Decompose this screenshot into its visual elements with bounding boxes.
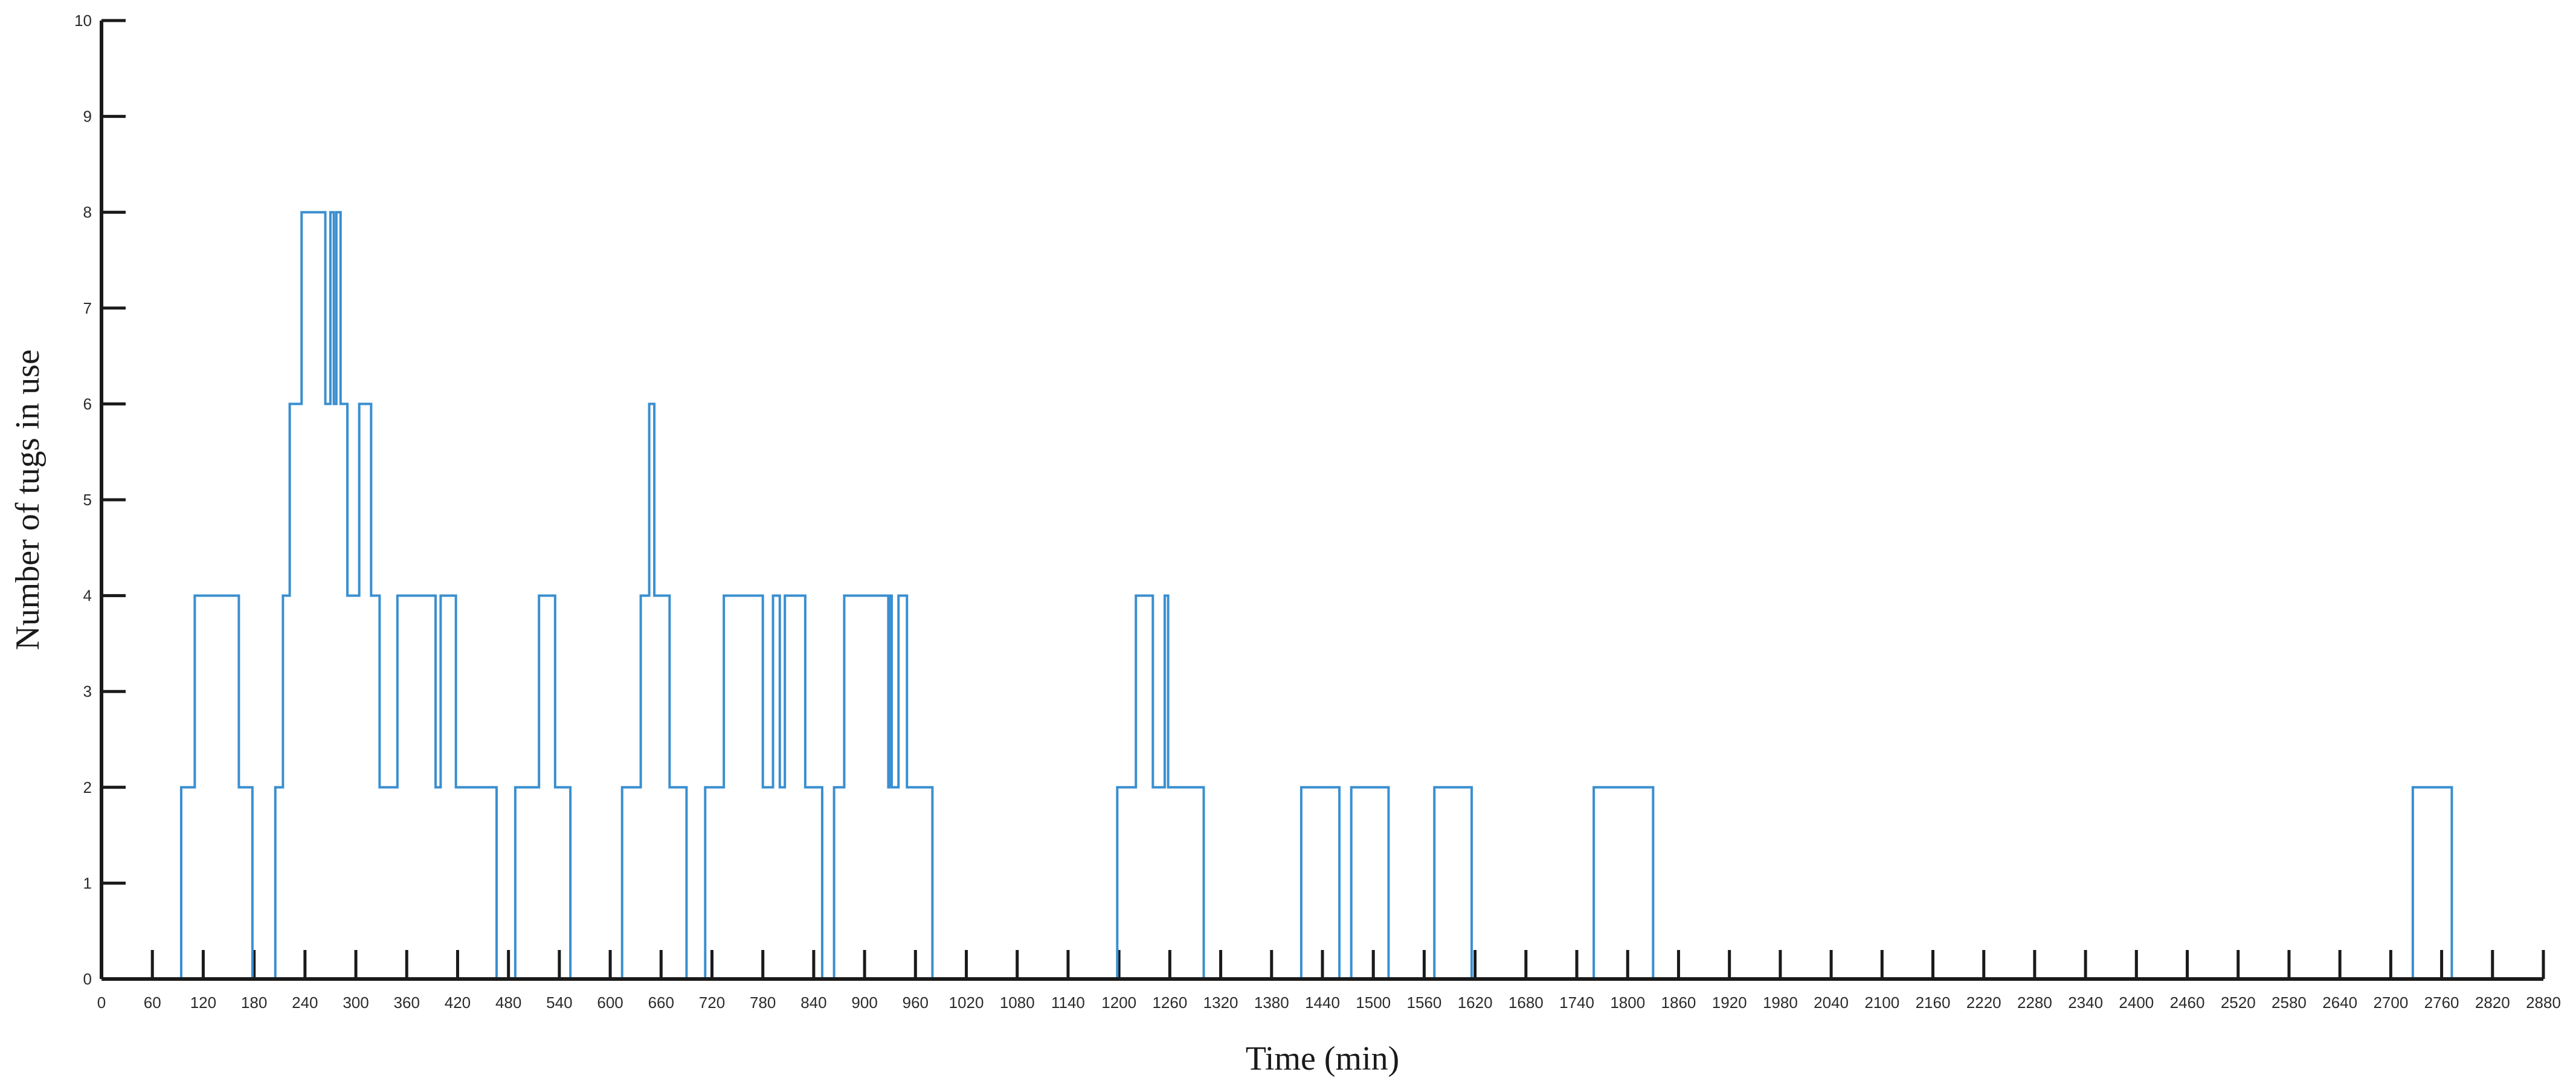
x-tick-label: 2520 (2221, 993, 2256, 1012)
x-tick-label: 1680 (1509, 993, 1544, 1012)
series-line-1 (101, 211, 2543, 980)
x-tick-labels: 0 60 120 180 240 300 360 420 480 540 600 660 720 780 8… (97, 993, 2561, 1012)
x-tick-label: 420 (445, 993, 471, 1012)
y-axis-title: Number of tugs in use (9, 349, 47, 650)
x-tick-label: 1800 (1610, 993, 1645, 1012)
x-tick-label: 1560 (1406, 993, 1441, 1012)
x-tick-label: 1140 (1051, 993, 1085, 1012)
x-tick-label: 2460 (2170, 993, 2205, 1012)
x-tick-label: 2700 (2373, 993, 2408, 1012)
x-tick-label: 2100 (1864, 993, 1899, 1012)
x-tick-label: 2040 (1814, 993, 1849, 1012)
x-tick-label: 2400 (2119, 993, 2154, 1012)
x-tick-label: 360 (394, 993, 420, 1012)
y-tick-label: 6 (83, 395, 92, 413)
x-tick-label: 1440 (1305, 993, 1340, 1012)
x-tick-label: 2220 (1966, 993, 2001, 1012)
x-tick-label: 300 (343, 993, 369, 1012)
y-tick-label: 8 (83, 203, 92, 221)
x-tick-label: 2280 (2017, 993, 2052, 1012)
x-tick-label: 2160 (1916, 993, 1951, 1012)
y-tick-label: 9 (83, 108, 92, 126)
x-tick-label: 2580 (2272, 993, 2307, 1012)
x-tick-label: 1500 (1356, 993, 1391, 1012)
axis-ticks (100, 19, 2545, 981)
x-axis-title: Time (min) (1246, 1040, 1400, 1077)
x-tick-label: 2760 (2424, 993, 2459, 1012)
x-tick-label: 1320 (1203, 993, 1238, 1012)
x-tick-label: 120 (190, 993, 216, 1012)
y-tick-label: 3 (83, 682, 92, 700)
x-tick-label: 960 (903, 993, 929, 1012)
x-tick-label: 1260 (1152, 993, 1187, 1012)
x-tick-label: 1020 (949, 993, 984, 1012)
y-tick-label: 2 (83, 778, 92, 796)
x-tick-label: 720 (699, 993, 725, 1012)
x-tick-label: 1620 (1458, 993, 1493, 1012)
y-tick-label: 10 (74, 11, 92, 30)
x-tick-label: 2820 (2475, 993, 2510, 1012)
x-tick-label: 2880 (2526, 993, 2561, 1012)
y-tick-labels: 0 1 2 3 4 5 6 7 8 9 10 (74, 11, 92, 988)
x-tick-label: 2340 (2068, 993, 2103, 1012)
x-tick-label: 780 (750, 993, 776, 1012)
x-tick-label: 240 (292, 993, 318, 1012)
x-tick-label: 0 (97, 993, 106, 1012)
x-tick-label: 1920 (1712, 993, 1747, 1012)
y-tick-label: 4 (83, 587, 92, 605)
y-tick-label: 7 (83, 299, 92, 317)
x-tick-label: 900 (851, 993, 877, 1012)
x-tick-label: 180 (241, 993, 267, 1012)
x-tick-label: 540 (546, 993, 572, 1012)
y-tick-label: 0 (83, 970, 92, 988)
x-tick-label: 60 (144, 993, 161, 1012)
x-tick-label: 1080 (1000, 993, 1035, 1012)
x-tick-label: 1380 (1254, 993, 1289, 1012)
series-layer (101, 211, 2543, 980)
y-tick-label: 1 (83, 874, 92, 892)
x-tick-label: 1740 (1559, 993, 1594, 1012)
x-tick-label: 1860 (1661, 993, 1696, 1012)
x-tick-label: 660 (648, 993, 674, 1012)
x-tick-label: 1980 (1763, 993, 1798, 1012)
y-tick-label: 5 (83, 491, 92, 509)
x-tick-label: 1200 (1101, 993, 1136, 1012)
axes (100, 21, 2543, 981)
x-tick-label: 480 (495, 993, 521, 1012)
x-tick-label: 840 (800, 993, 826, 1012)
x-tick-label: 2640 (2322, 993, 2357, 1012)
x-tick-label: 600 (597, 993, 623, 1012)
